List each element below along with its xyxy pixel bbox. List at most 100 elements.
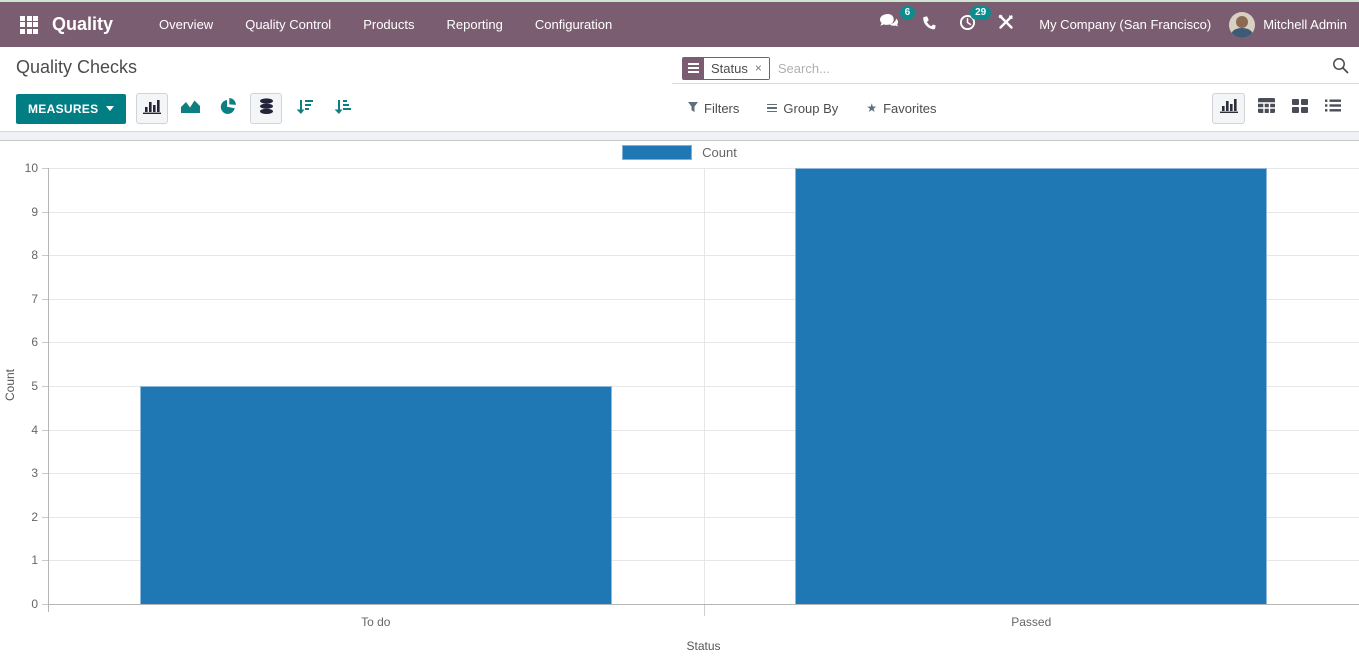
legend-swatch (622, 145, 693, 160)
chart-type-pie-button[interactable] (212, 93, 244, 124)
navbar: Quality Overview Quality Control Product… (0, 2, 1359, 47)
graph-view: Count 0 1 2 3 4 5 6 7 8 9 10 To do Passed Status Count (0, 141, 1359, 656)
y-axis-tick (42, 473, 48, 475)
group-by-label: Group By (783, 100, 839, 116)
activities-button[interactable]: 29 (948, 5, 992, 44)
search-facet-status: Status × (682, 56, 770, 80)
y-tick-label: 0 (31, 597, 38, 611)
nav-item-products[interactable]: Products (363, 17, 415, 32)
user-name: Mitchell Admin (1263, 17, 1347, 32)
window-top-strip (0, 0, 1359, 2)
messages-badge: 6 (899, 6, 916, 20)
view-switch-list-button[interactable] (1321, 95, 1345, 121)
view-switch-kanban-button[interactable] (1288, 95, 1312, 122)
sort-desc-icon (296, 99, 313, 119)
filter-funnel-icon (688, 101, 698, 115)
x-tick-label: To do (361, 615, 391, 629)
y-tick-label: 8 (31, 248, 38, 263)
y-axis-tick (42, 429, 48, 431)
navbar-systray: 6 29 My Company (San Francisco) Mitchell… (869, 5, 1347, 44)
nav-item-reporting[interactable]: Reporting (446, 17, 503, 32)
facet-label: Status (711, 60, 748, 76)
user-menu[interactable]: Mitchell Admin (1229, 11, 1347, 38)
control-panel: Quality Checks Status × MEASURES (0, 47, 1359, 131)
app-menu: Overview Quality Control Products Report… (143, 4, 628, 45)
y-tick-label: 9 (31, 204, 38, 219)
panel-separator (0, 131, 1359, 141)
y-axis-tick (42, 255, 48, 257)
x-tick-label: Passed (1011, 615, 1052, 629)
bar-chart: 0 1 2 3 4 5 6 7 8 9 10 To do Passed Status Count (0, 141, 1359, 656)
legend-item-count[interactable]: Count (622, 145, 737, 160)
y-axis-tick (42, 168, 48, 169)
filters-label: Filters (704, 100, 740, 116)
pivot-view-icon (1258, 98, 1275, 118)
debug-tools-button[interactable] (987, 6, 1025, 43)
user-avatar (1229, 11, 1256, 38)
pie-chart-icon (220, 98, 237, 119)
page-title: Quality Checks (16, 57, 138, 77)
apps-grid-icon (20, 15, 38, 34)
list-view-icon (1325, 99, 1341, 117)
y-tick-label: 4 (31, 422, 38, 437)
nav-item-overview[interactable]: Overview (159, 17, 214, 32)
y-axis-tick (42, 298, 48, 300)
group-by-facet-icon (683, 57, 704, 79)
favorites-label: Favorites (883, 100, 937, 116)
gridline-v (703, 168, 705, 604)
activities-badge: 29 (970, 5, 992, 20)
legend-label: Count (702, 145, 737, 160)
y-tick-label: 1 (31, 553, 38, 568)
search-input[interactable] (777, 60, 1332, 76)
x-axis-tick (703, 604, 705, 616)
chart-type-line-button[interactable] (174, 93, 206, 124)
group-by-icon (767, 103, 778, 113)
y-tick-label: 7 (31, 291, 38, 306)
voip-button[interactable] (911, 7, 948, 43)
view-switch-graph-button[interactable] (1212, 92, 1245, 124)
bar-chart-icon (143, 99, 162, 119)
graph-view-icon (1219, 98, 1238, 118)
activity-clock-icon (959, 14, 976, 36)
tools-icon (998, 14, 1014, 35)
favorites-menu[interactable]: ★ Favorites (866, 101, 936, 116)
chart-legend: Count (0, 145, 1359, 160)
messages-button[interactable]: 6 (869, 6, 916, 43)
y-axis-tick (42, 604, 48, 605)
facet-remove-button[interactable]: × (754, 61, 762, 75)
star-icon: ★ (866, 101, 878, 115)
sort-descending-button[interactable] (288, 93, 320, 124)
bar (795, 168, 1268, 604)
sort-ascending-button[interactable] (326, 93, 358, 124)
app-title[interactable]: Quality (52, 14, 114, 34)
y-axis-title: Count (3, 368, 17, 402)
nav-item-quality-control[interactable]: Quality Control (245, 17, 332, 32)
kanban-view-icon (1292, 98, 1308, 118)
group-by-menu[interactable]: Group By (767, 101, 838, 116)
nav-item-configuration[interactable]: Configuration (534, 17, 613, 32)
measures-button[interactable]: MEASURES (16, 93, 127, 124)
caret-down-icon (106, 106, 115, 111)
filters-menu[interactable]: Filters (688, 101, 739, 116)
y-tick-label: 6 (31, 335, 38, 350)
y-tick-label: 10 (24, 161, 38, 175)
phone-icon (922, 15, 937, 35)
y-axis-tick (42, 386, 48, 387)
area-chart-icon (180, 99, 200, 119)
stacked-toggle-button[interactable] (250, 93, 283, 124)
bar (139, 386, 612, 604)
x-axis-line (48, 604, 1359, 605)
chat-icon (880, 14, 900, 35)
x-axis-title: Status (686, 639, 721, 653)
y-axis-tick (42, 211, 48, 213)
y-tick-label: 2 (31, 509, 38, 524)
search-icon[interactable] (1332, 57, 1349, 79)
y-axis-tick (42, 516, 48, 518)
y-tick-label: 3 (31, 466, 38, 481)
chart-type-bar-button[interactable] (136, 93, 169, 124)
apps-menu-button[interactable] (12, 8, 46, 42)
view-switch-pivot-button[interactable] (1254, 94, 1279, 122)
search-bar[interactable]: Status × (672, 53, 1359, 84)
company-switcher[interactable]: My Company (San Francisco) (1039, 17, 1212, 32)
y-axis-line (48, 168, 49, 612)
